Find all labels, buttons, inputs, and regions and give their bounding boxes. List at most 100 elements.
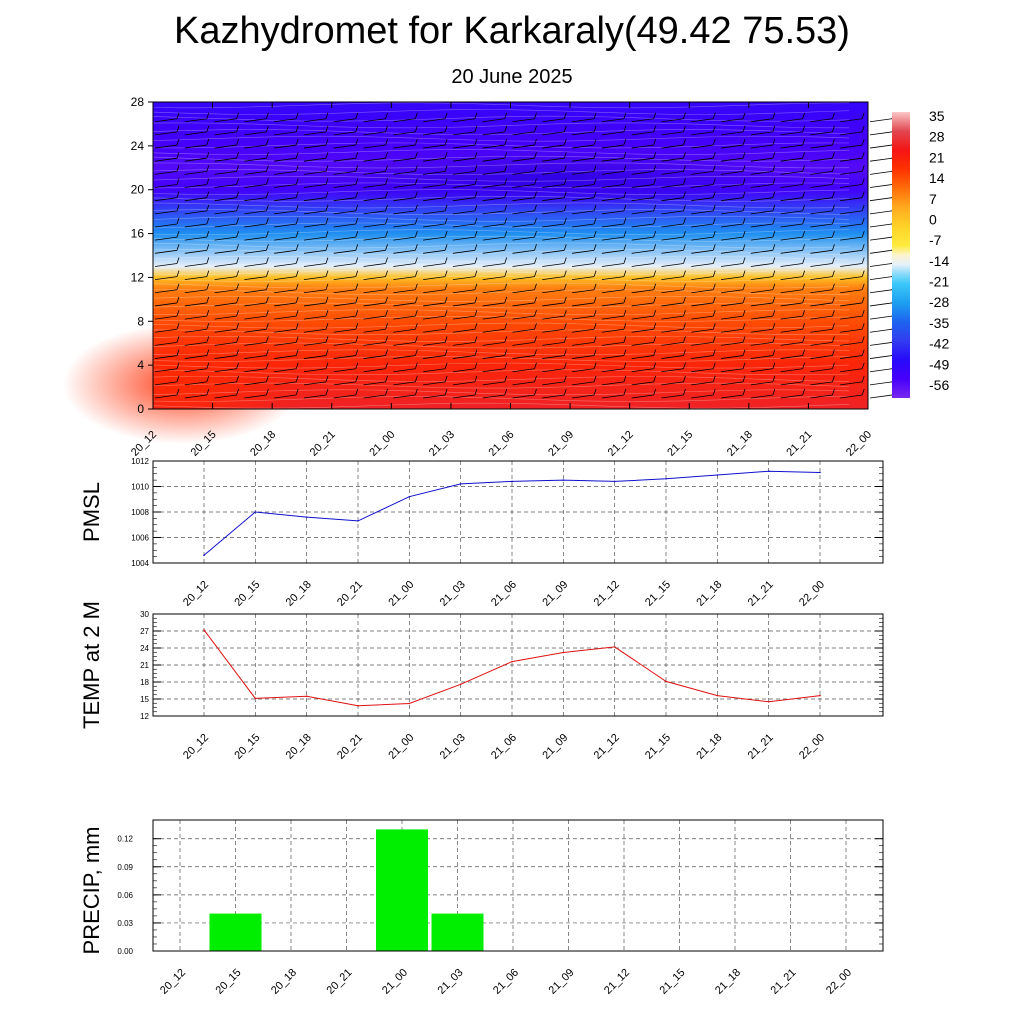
wind-barb	[780, 125, 806, 136]
pmsl-xtick-label: 21_12	[592, 579, 622, 609]
wind-barb	[423, 270, 448, 281]
wind-barb	[572, 309, 597, 320]
wind-barb	[452, 191, 478, 202]
temp-xtick-label: 21_15	[643, 732, 673, 762]
wind-barb	[214, 204, 239, 215]
wind-barb	[869, 125, 895, 136]
wind-barb	[214, 309, 239, 320]
wind-barb	[303, 125, 329, 136]
wind-barb	[423, 244, 448, 254]
precip-ytick-label: 0.12	[117, 835, 133, 844]
wind-barb	[601, 191, 627, 202]
wind-barb	[184, 112, 210, 123]
wind-barb	[720, 125, 746, 136]
heatmap-contour	[152, 195, 850, 202]
wind-barb	[482, 204, 508, 215]
precip-bar	[431, 913, 484, 951]
wind-barb	[631, 244, 657, 254]
wind-barb	[154, 375, 180, 386]
temp-point	[819, 694, 821, 697]
wind-barb	[542, 217, 567, 228]
wind-barb	[482, 178, 508, 188]
wind-barb	[542, 138, 567, 149]
heatmap-xtick-label: 21_15	[665, 429, 695, 459]
wind-barb	[393, 362, 418, 373]
wind-barb	[750, 296, 776, 307]
wind-barb	[214, 125, 239, 136]
wind-barb	[601, 217, 627, 228]
wind-barb	[572, 375, 597, 386]
wind-barb	[840, 336, 865, 346]
wind-barb	[423, 388, 448, 399]
heatmap-contour	[152, 342, 850, 349]
wind-barb	[780, 165, 806, 175]
pmsl-xtick-label: 20_15	[232, 579, 262, 609]
wind-barb	[244, 112, 269, 123]
wind-barb	[423, 217, 448, 228]
wind-barb	[601, 231, 627, 241]
wind-barb	[154, 165, 180, 175]
wind-barb	[661, 362, 686, 373]
wind-barb	[333, 309, 359, 320]
wind-barb	[691, 138, 716, 149]
wind-barb	[661, 309, 686, 320]
precip-ytick-label: 0.09	[117, 863, 133, 872]
wind-barb	[154, 296, 180, 307]
wind-barb	[482, 296, 508, 307]
wind-barb	[810, 231, 835, 241]
wind-barb	[452, 362, 478, 373]
wind-barb	[363, 244, 388, 254]
wind-barb	[631, 231, 657, 241]
wind-barb	[572, 112, 597, 123]
wind-barb	[184, 336, 210, 346]
wind-barb	[631, 270, 657, 281]
wind-barb	[244, 138, 269, 149]
wind-barb	[244, 244, 269, 254]
wind-barb	[274, 362, 299, 373]
wind-barb	[661, 112, 686, 123]
precip-xtick-label: 21_15	[658, 967, 688, 997]
heatmap-contour	[152, 349, 850, 356]
wind-barb	[512, 349, 537, 359]
wind-barb	[631, 283, 657, 294]
wind-barb	[423, 112, 448, 123]
wind-barb	[691, 178, 716, 188]
wind-barb	[780, 349, 806, 359]
heatmap-contour	[152, 376, 850, 382]
wind-barb	[303, 112, 329, 123]
wind-barb	[750, 270, 776, 281]
heatmap-xtick-label: 21_21	[784, 429, 814, 459]
wind-barb	[184, 323, 210, 333]
wind-barb	[780, 283, 806, 294]
wind-barb	[720, 165, 746, 175]
colorbar-label: -28	[929, 294, 949, 310]
wind-barb	[780, 257, 806, 267]
colorbar-label: 21	[929, 149, 945, 165]
pmsl-xtick-label: 21_00	[386, 579, 416, 609]
wind-barb	[154, 125, 180, 136]
wind-barb	[363, 270, 388, 281]
wind-barb	[720, 152, 746, 162]
wind-barb	[572, 217, 597, 228]
wind-barb	[720, 349, 746, 359]
wind-barb	[601, 125, 627, 136]
precip-xtick-label: 21_12	[602, 967, 632, 997]
wind-barb	[512, 323, 537, 333]
temp-point	[511, 660, 513, 663]
wind-barb	[184, 362, 210, 373]
heatmap-cold-core	[313, 148, 793, 209]
wind-barb	[572, 178, 597, 188]
wind-barb	[393, 178, 418, 188]
precip-xtick-label: 21_03	[436, 967, 466, 997]
wind-barb	[512, 231, 537, 241]
wind-barb	[780, 112, 806, 123]
wind-barb	[452, 388, 478, 399]
wind-barb	[512, 204, 537, 215]
wind-barb	[601, 178, 627, 188]
wind-barb	[333, 231, 359, 241]
wind-barb	[750, 191, 776, 202]
wind-barb	[452, 178, 478, 188]
wind-barb	[274, 152, 299, 162]
wind-barb	[840, 309, 865, 320]
wind-barb	[750, 204, 776, 215]
